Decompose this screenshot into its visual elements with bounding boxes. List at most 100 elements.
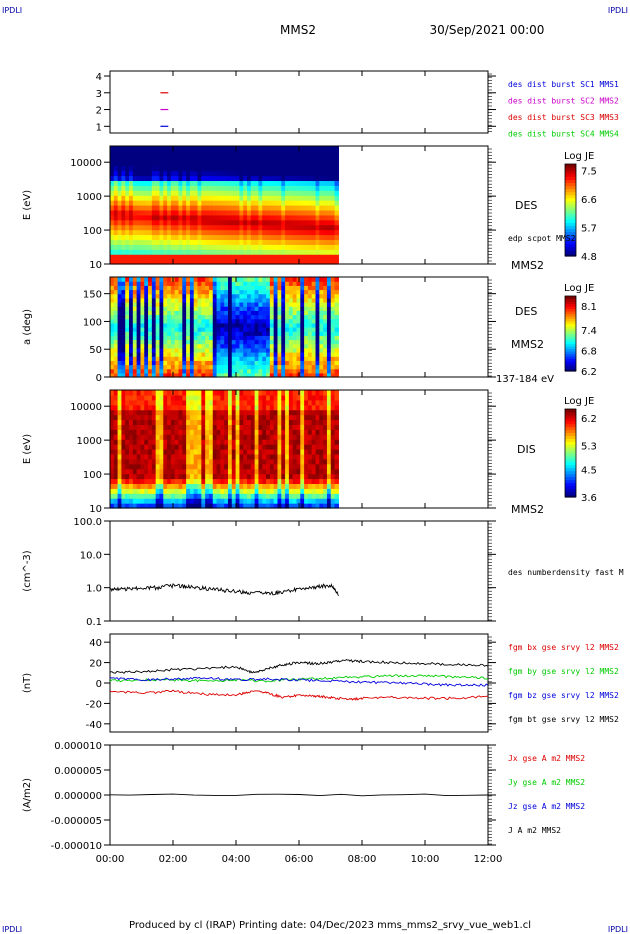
heatmap-cell: [201, 293, 206, 299]
heatmap-cell: [254, 356, 260, 361]
heatmap-cell: [136, 314, 142, 320]
heatmap-cell: [220, 488, 225, 494]
heatmap-cell: [326, 458, 332, 465]
heatmap-cell: [227, 493, 233, 499]
heatmap-cell: [307, 244, 313, 250]
heatmap-cell: [277, 419, 282, 426]
heatmap-cell: [136, 414, 142, 421]
heatmap-cell: [269, 155, 275, 162]
heatmap-cell: [148, 468, 153, 475]
heatmap-cell: [288, 318, 294, 324]
heatmap-cell: [197, 180, 202, 186]
heatmap-cell: [277, 155, 282, 162]
heatmap-cell: [231, 444, 237, 450]
heatmap-cell: [197, 155, 202, 162]
heatmap-cell: [220, 322, 225, 328]
heatmap-cell: [292, 165, 298, 172]
heatmap-cell: [117, 463, 123, 470]
heatmap-cell: [273, 318, 279, 324]
heatmap-cell: [262, 463, 267, 470]
heatmap-cell: [220, 146, 225, 152]
heatmap-cell: [235, 165, 241, 172]
heatmap-cell: [151, 444, 157, 450]
heatmap-cell: [254, 239, 260, 245]
heatmap-cell: [110, 306, 115, 311]
heatmap-cell: [159, 453, 164, 460]
heatmap-cell: [148, 190, 153, 196]
heatmap-cell: [243, 190, 248, 196]
heatmap-cell: [231, 372, 237, 378]
heatmap-cell: [174, 155, 180, 162]
heatmap-cell: [239, 306, 244, 311]
heatmap-cell: [292, 399, 298, 406]
heatmap-cell: [220, 229, 225, 236]
heatmap-cell: [273, 205, 279, 211]
heatmap-cell: [315, 364, 320, 370]
heatmap-cell: [208, 297, 214, 303]
heatmap-cell: [296, 444, 301, 450]
heatmap-cell: [113, 483, 119, 489]
heatmap-cell: [132, 185, 138, 191]
heatmap-cell: [121, 259, 126, 265]
heatmap-cell: [235, 404, 241, 411]
heatmap-cell: [170, 229, 176, 236]
heatmap-cell: [117, 293, 123, 299]
heatmap-cell: [155, 150, 161, 157]
right-minor-ticks: [488, 148, 492, 262]
heatmap-cell: [113, 205, 119, 211]
heatmap-cell: [140, 234, 145, 241]
heatmap-cell: [125, 277, 130, 282]
heatmap-cell: [224, 150, 229, 157]
heatmap-cell: [189, 444, 195, 450]
heatmap-cell: [300, 190, 305, 196]
heatmap-cell: [167, 277, 172, 282]
heatmap-cell: [201, 254, 206, 260]
heatmap-cell: [323, 364, 328, 370]
heatmap-cell: [216, 155, 221, 162]
heatmap-cell: [247, 190, 252, 196]
heatmap-cell: [178, 468, 183, 475]
heatmap-cell: [205, 331, 210, 336]
heatmap-cell: [117, 473, 123, 480]
heatmap-cell: [193, 239, 199, 245]
heatmap-cell: [178, 394, 183, 401]
heatmap-cell: [113, 404, 119, 411]
heatmap-cell: [334, 310, 339, 316]
heatmap-cell: [262, 310, 267, 316]
heatmap-cell: [273, 185, 279, 191]
heatmap-cell: [326, 429, 332, 435]
heatmap-cell: [170, 468, 176, 475]
heatmap-cell: [281, 394, 286, 401]
heatmap-cell: [231, 205, 237, 211]
heatmap-cell: [311, 453, 317, 460]
heatmap-cell: [319, 404, 324, 411]
heatmap-cell: [311, 424, 317, 430]
heatmap-cell: [285, 463, 290, 470]
heatmap-cell: [170, 224, 176, 231]
heatmap-cell: [326, 424, 332, 430]
heatmap-cell: [258, 219, 263, 226]
heatmap-cell: [285, 306, 290, 311]
heatmap-cell: [239, 190, 244, 196]
heatmap-cell: [125, 498, 130, 504]
heatmap-cell: [231, 364, 237, 370]
heatmap-cell: [296, 439, 301, 445]
heatmap-cell: [227, 229, 233, 236]
heatmap-cell: [155, 503, 161, 509]
heatmap-cell: [117, 458, 123, 465]
heatmap-cell: [220, 155, 225, 162]
heatmap-cell: [262, 444, 267, 450]
heatmap-cell: [140, 347, 145, 353]
heatmap-cell: [323, 429, 328, 435]
heatmap-cell: [197, 424, 202, 430]
heatmap-cell: [205, 449, 210, 455]
heatmap-cell: [148, 297, 153, 303]
heatmap-cell: [334, 214, 339, 221]
heatmap-cell: [258, 297, 263, 303]
heatmap-cell: [113, 190, 119, 196]
heatmap-cell: [300, 297, 305, 303]
heatmap-cell: [334, 343, 339, 349]
heatmap-cell: [220, 478, 225, 485]
heatmap-cell: [266, 281, 271, 286]
heatmap-cell: [197, 394, 202, 401]
